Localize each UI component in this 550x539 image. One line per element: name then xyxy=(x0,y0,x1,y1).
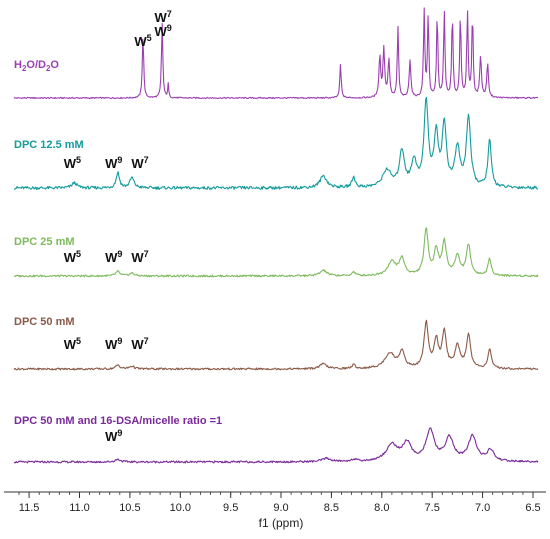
x-tick-label: 11.0 xyxy=(69,502,90,514)
spectrum-label-1: H2O/D2O xyxy=(14,59,59,73)
peak-annotation: W5 xyxy=(64,249,81,265)
x-tick-label: 10.5 xyxy=(119,502,140,514)
peak-annotation: W9 xyxy=(105,155,122,171)
x-tick-label: 6.5 xyxy=(525,502,540,514)
x-axis: 11.5 11.0 10.5 10.0 9.5 9.0 8.5 8.0 7.5 7.0 6.5 f1… xyxy=(4,491,546,530)
labels-group: H2O/D2O DPC 12.5 mM DPC 25 mM DPC 50 mM DPC … xyxy=(14,9,222,444)
peak-annotation: W7 xyxy=(154,9,171,25)
spectrum-label-3: DPC 25 mM xyxy=(14,236,75,248)
spectrum-line-3 xyxy=(13,227,539,278)
x-tick-label: 10.0 xyxy=(170,502,191,514)
peak-annotation: W9 xyxy=(105,336,122,352)
x-tick-label: 11.5 xyxy=(19,502,40,514)
peak-annotation: W9 xyxy=(154,23,171,39)
peak-annotation: W5 xyxy=(64,155,81,171)
x-axis-title: f1 (ppm) xyxy=(259,516,304,530)
spectra-group xyxy=(13,7,539,464)
x-tick-label: 8.5 xyxy=(324,502,339,514)
spectrum-line-5 xyxy=(13,427,539,464)
spectrum-label-5: DPC 50 mM and 16-DSA/micelle ratio =1 xyxy=(14,415,222,427)
peak-annotation: W7 xyxy=(131,336,148,352)
spectrum-line-2 xyxy=(13,96,539,190)
spectrum-label-2: DPC 12.5 mM xyxy=(14,139,84,151)
x-tick-label: 7.5 xyxy=(425,502,440,514)
peak-annotation: W5 xyxy=(64,336,81,352)
spectrum-line-4 xyxy=(13,319,539,371)
x-tick-label: 7.0 xyxy=(475,502,490,514)
peak-annotation: W5 xyxy=(134,33,151,49)
spectrum-label-4: DPC 50 mM xyxy=(14,316,75,328)
x-tick-label: 9.5 xyxy=(223,502,238,514)
x-tick-label: 9.0 xyxy=(273,502,288,514)
peak-annotation: W7 xyxy=(131,249,148,265)
peak-annotation: W9 xyxy=(105,428,122,444)
x-tick-label: 8.0 xyxy=(374,502,389,514)
x-axis-ticks: 11.5 11.0 10.5 10.0 9.5 9.0 8.5 8.0 7.5 7.0 6.5 xyxy=(18,492,541,514)
peak-annotation: W7 xyxy=(131,155,148,171)
spectrum-line-1 xyxy=(13,7,539,100)
peak-annotation: W9 xyxy=(105,249,122,265)
